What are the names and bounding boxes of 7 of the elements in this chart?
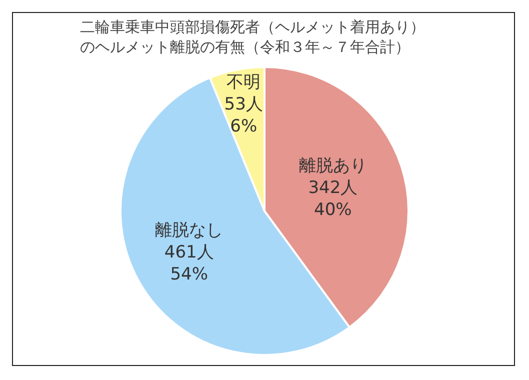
data-label: 461人 54% bbox=[164, 242, 214, 285]
slice-label: 離脱なし bbox=[155, 220, 224, 241]
data-label: 342人 40% bbox=[308, 178, 358, 220]
chart-title: 二輪車乗車中頭部損傷死者（ヘルメット着用あり）のヘルメット離脱の有無（令和３年～７年合計） bbox=[80, 17, 426, 57]
data-label: 53人 6% bbox=[224, 94, 263, 136]
slice-label: 不明 bbox=[226, 72, 261, 92]
slice-label: 離脱あり bbox=[298, 156, 367, 176]
